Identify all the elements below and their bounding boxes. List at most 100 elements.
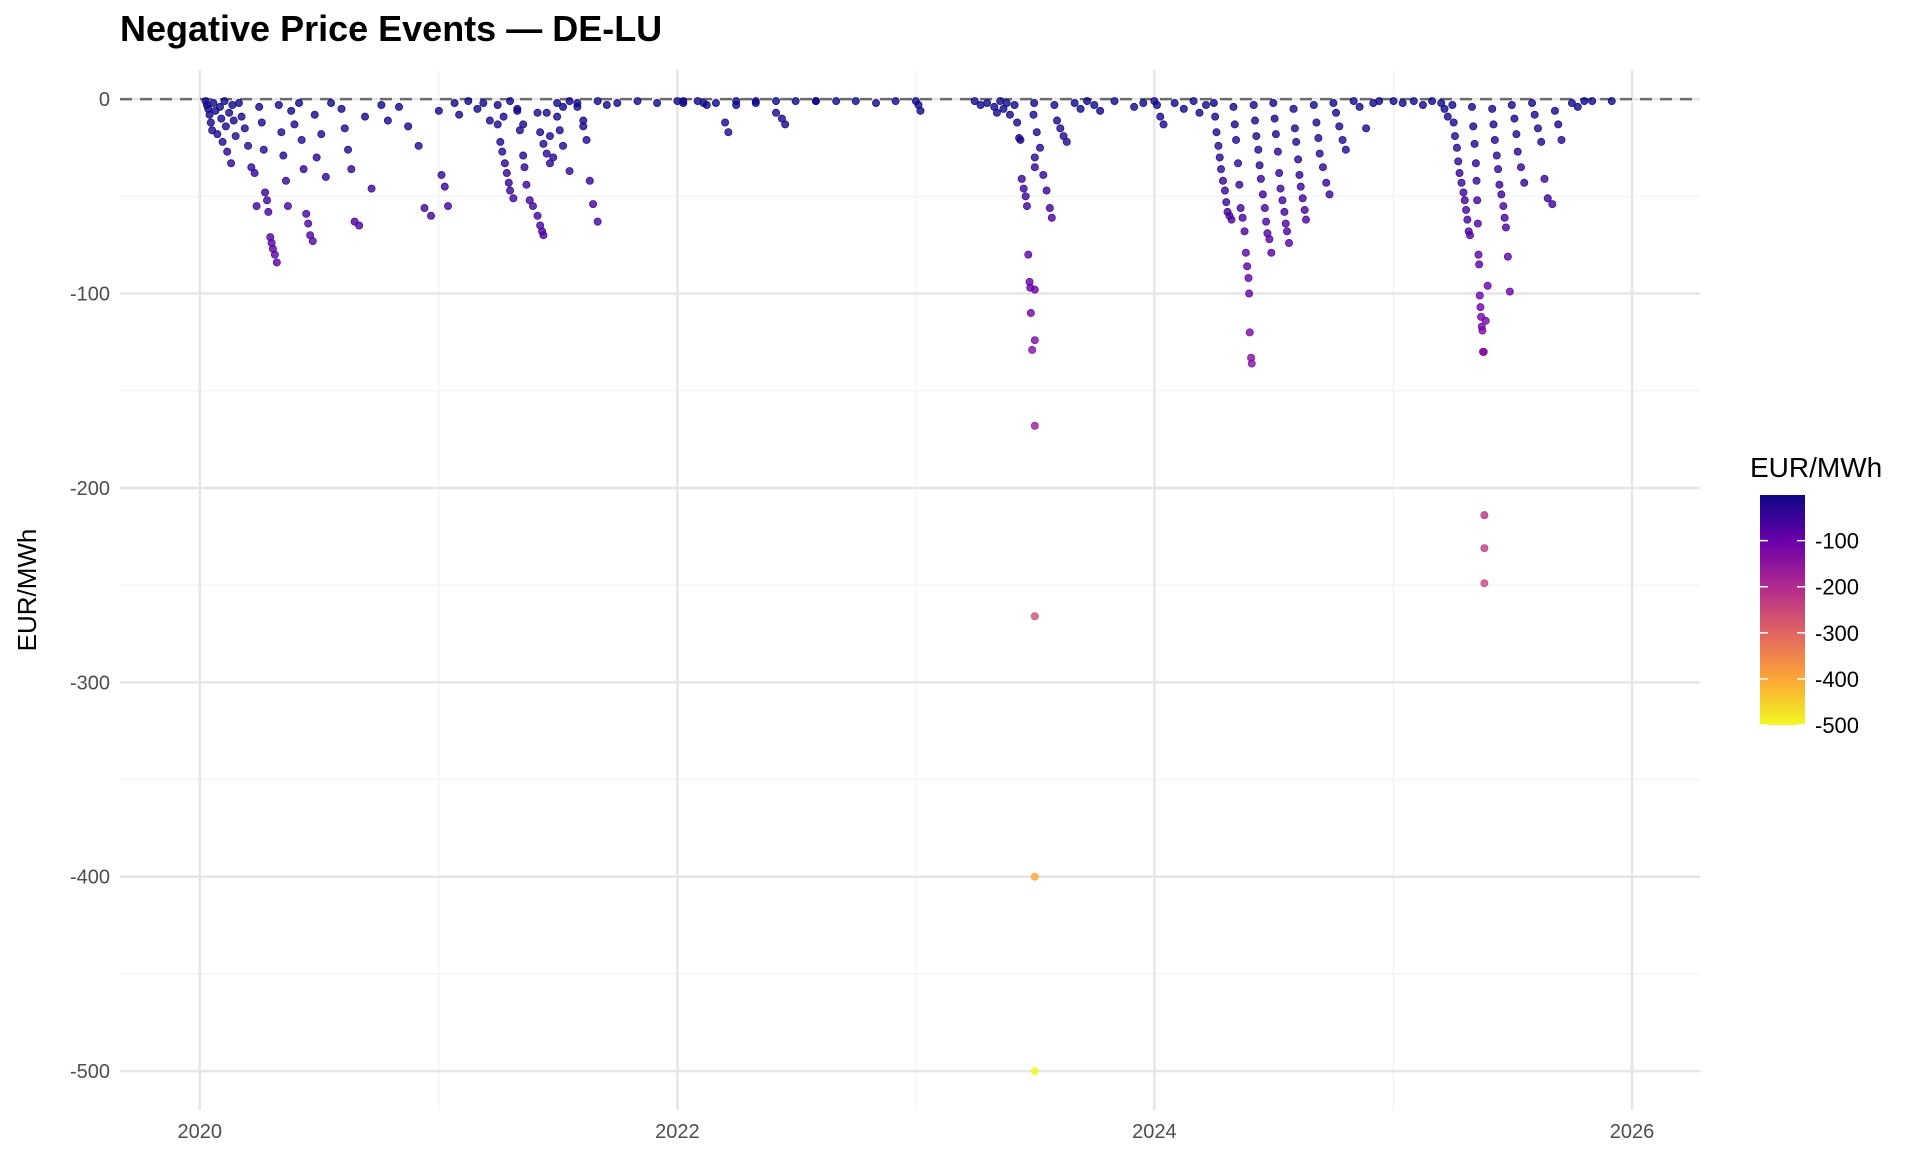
data-point [1309, 100, 1318, 109]
data-point [1512, 130, 1521, 139]
data-point [1030, 1067, 1039, 1076]
data-point [493, 120, 502, 129]
data-point [455, 110, 464, 119]
data-point [1292, 137, 1301, 146]
data-point [1513, 147, 1522, 156]
data-point [1478, 326, 1487, 335]
data-point [1028, 345, 1037, 354]
data-point [1280, 207, 1289, 216]
data-point [1209, 99, 1218, 108]
data-point [1026, 308, 1035, 317]
data-point [1273, 147, 1282, 156]
data-point [1475, 291, 1484, 300]
data-point [287, 106, 296, 115]
data-point [633, 97, 642, 106]
data-point [1220, 186, 1229, 195]
data-point [427, 211, 436, 220]
data-point [237, 112, 246, 121]
y-tick-label: -100 [70, 284, 110, 306]
data-point [1462, 205, 1471, 214]
data-point [533, 108, 542, 117]
data-point [1329, 99, 1338, 108]
data-point [1520, 178, 1529, 187]
data-point [231, 132, 240, 141]
data-point [500, 159, 509, 168]
data-point [992, 108, 1001, 117]
data-point [1315, 149, 1324, 158]
data-point [1278, 196, 1287, 205]
data-point [811, 97, 820, 106]
data-point [220, 97, 229, 106]
data-point [1440, 104, 1449, 113]
data-point [1450, 132, 1459, 141]
data-point [227, 159, 236, 168]
data-point [1235, 180, 1244, 189]
data-point [206, 118, 215, 127]
data-point [274, 100, 283, 109]
data-point [1318, 163, 1327, 172]
data-point [1159, 120, 1168, 129]
data-point [1245, 328, 1254, 337]
data-point [1283, 227, 1292, 236]
data-point [1528, 99, 1537, 108]
data-point [1452, 143, 1461, 152]
data-point [1537, 137, 1546, 146]
data-point [259, 145, 268, 154]
data-point [367, 184, 376, 193]
data-point [520, 163, 529, 172]
data-point [542, 149, 551, 158]
data-point [565, 167, 574, 176]
data-point [1030, 153, 1039, 162]
data-point [1449, 118, 1458, 127]
data-point [1030, 99, 1039, 108]
data-point [976, 100, 985, 109]
data-point [414, 141, 423, 150]
data-point [361, 112, 370, 121]
data-point [891, 97, 900, 106]
data-point [1271, 130, 1280, 139]
data-point [613, 99, 622, 108]
data-point [1289, 104, 1298, 113]
y-tick-label: -200 [70, 478, 110, 500]
data-point [1428, 97, 1437, 106]
data-point [513, 104, 522, 113]
data-point [781, 120, 790, 129]
data-point [450, 99, 459, 108]
data-point [1497, 190, 1506, 199]
data-point [589, 200, 598, 209]
data-point [1024, 250, 1033, 259]
data-point [1050, 100, 1059, 109]
data-point [1030, 163, 1039, 172]
data-point [252, 202, 261, 211]
data-point [225, 108, 234, 117]
data-point [1056, 124, 1065, 133]
data-point [377, 100, 386, 109]
data-point [1030, 336, 1039, 345]
data-point [244, 141, 253, 150]
data-point [1503, 252, 1512, 261]
data-point [308, 237, 317, 246]
data-point [1021, 192, 1030, 201]
data-point [297, 135, 306, 144]
data-point [1607, 97, 1616, 106]
data-point [679, 97, 688, 106]
data-point [1076, 104, 1085, 113]
data-point [272, 258, 281, 267]
y-axis-ticks: 0 -100 -200 -300 -400 -500 [70, 89, 110, 1083]
data-point [1314, 134, 1323, 143]
data-point [355, 221, 364, 230]
data-point [1470, 139, 1479, 148]
data-point [1254, 145, 1263, 154]
data-point [1557, 135, 1566, 144]
legend-colorbar [1760, 495, 1805, 725]
data-point [832, 97, 841, 106]
data-point [270, 250, 279, 259]
data-point [404, 122, 413, 131]
data-point [1500, 213, 1509, 222]
data-point [1501, 223, 1510, 232]
data-point [996, 97, 1005, 106]
y-axis-title: EUR/MWh [12, 529, 42, 652]
data-point [528, 202, 537, 211]
data-point [337, 104, 346, 113]
data-point [290, 120, 299, 129]
